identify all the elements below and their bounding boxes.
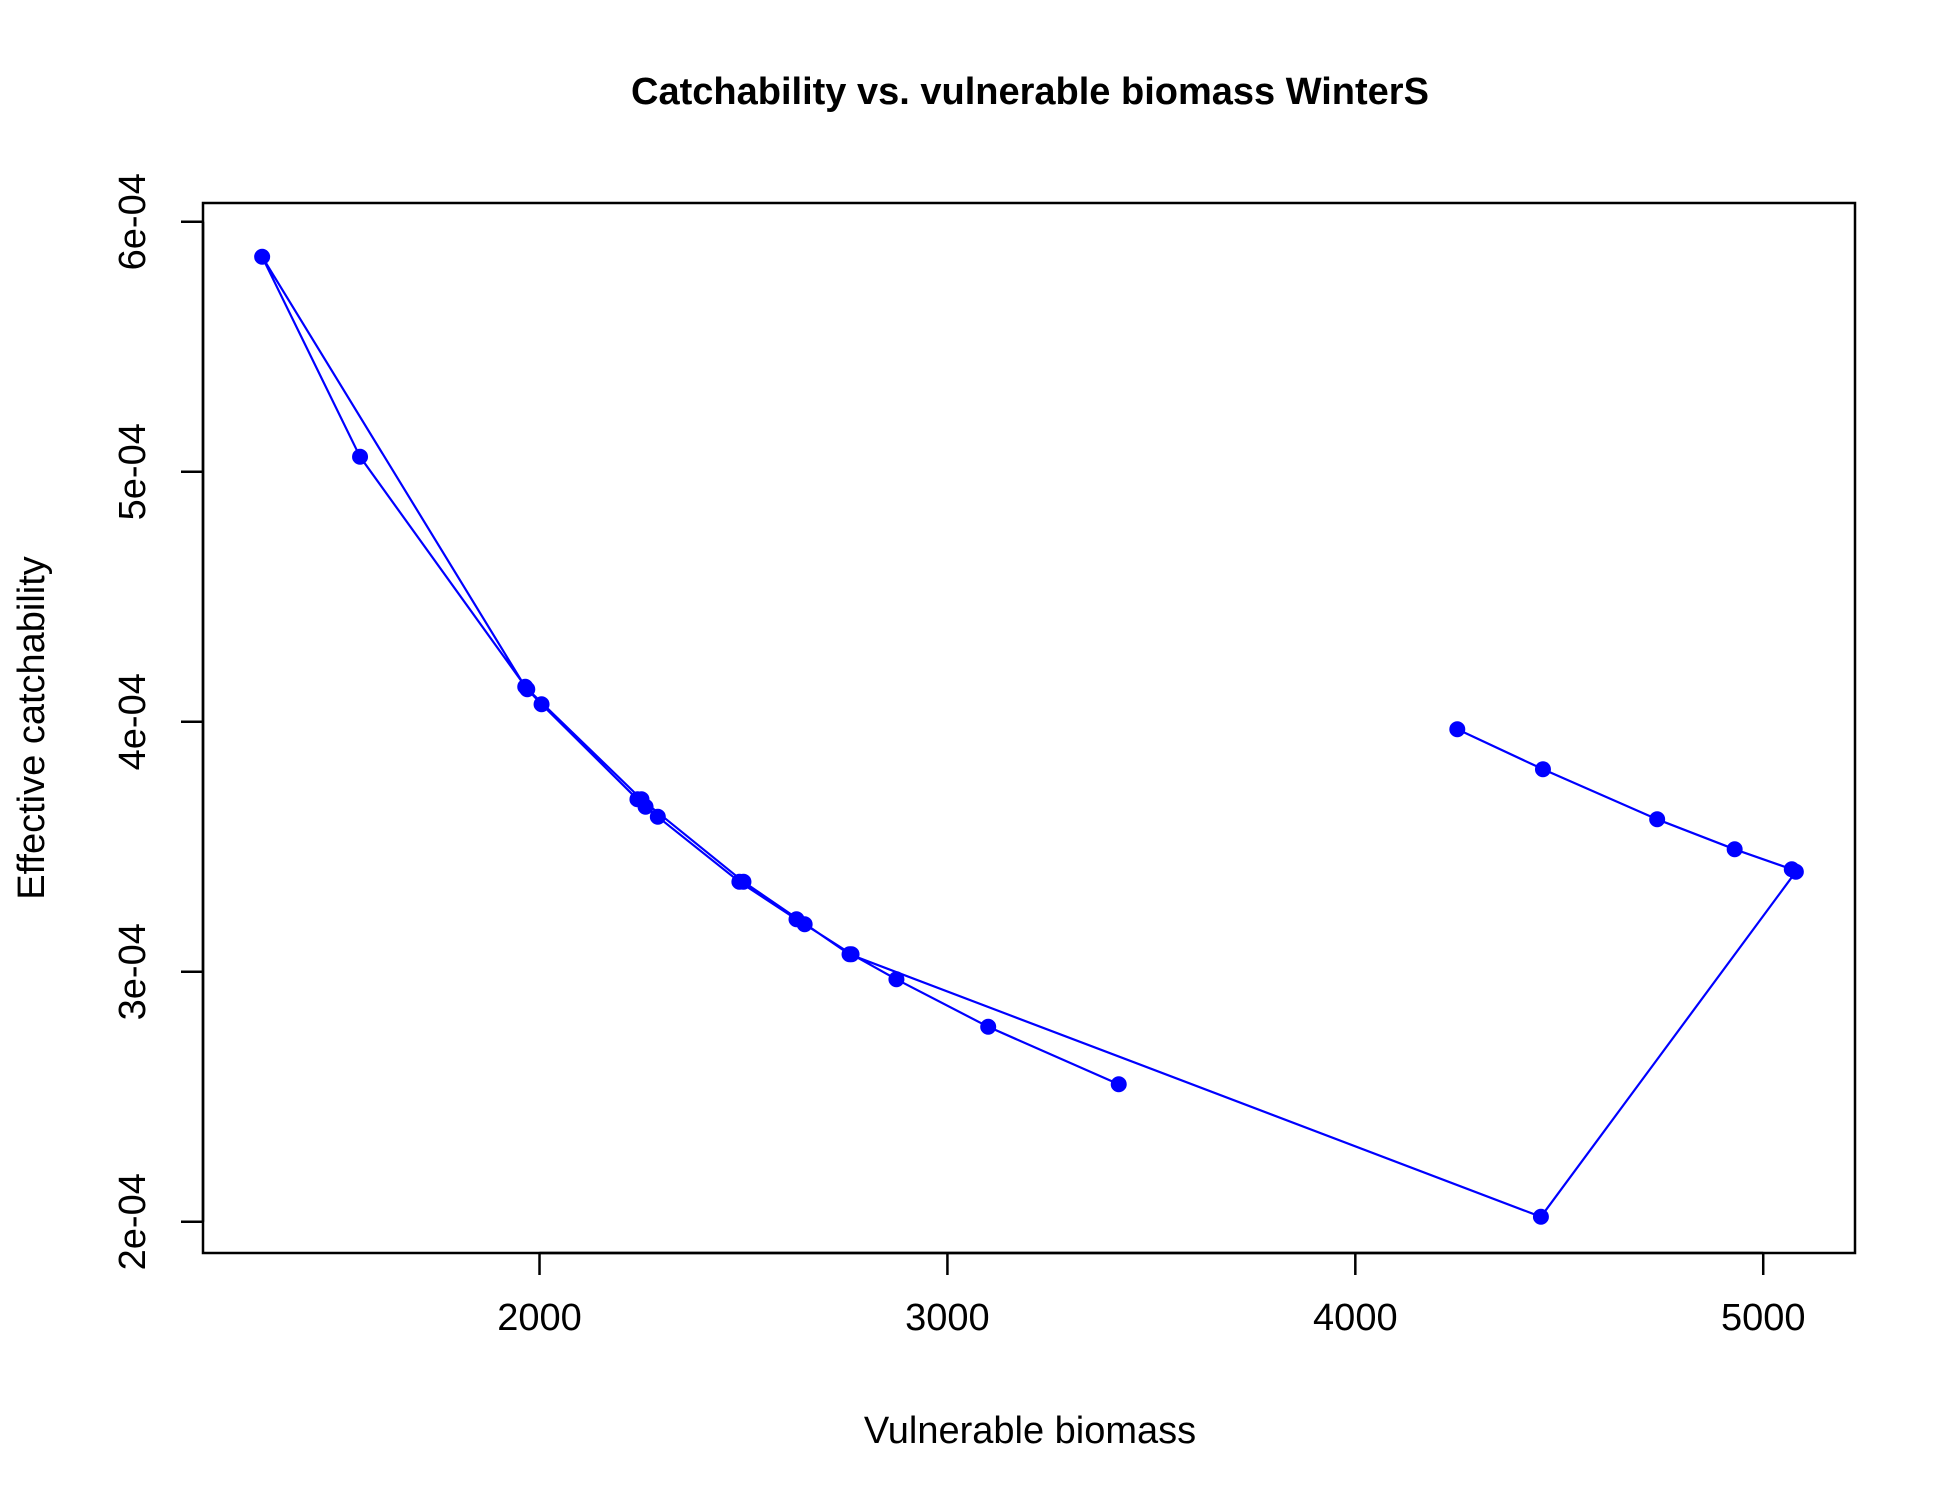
series-layer bbox=[254, 248, 1804, 1225]
data-point bbox=[843, 946, 860, 963]
data-point bbox=[519, 681, 536, 698]
data-point bbox=[533, 696, 550, 713]
chart-title: Catchability vs. vulnerable biomass Wint… bbox=[631, 71, 1429, 113]
y-tick-label: 6e-04 bbox=[112, 173, 154, 270]
data-point bbox=[888, 971, 905, 988]
data-point bbox=[1534, 761, 1551, 778]
data-point bbox=[796, 916, 813, 933]
y-tick-label: 2e-04 bbox=[112, 1173, 154, 1270]
data-point bbox=[1726, 841, 1743, 858]
data-point bbox=[649, 808, 666, 825]
data-point bbox=[1110, 1076, 1127, 1093]
x-axis-label: Vulnerable biomass bbox=[864, 1410, 1196, 1452]
data-point bbox=[1787, 863, 1804, 880]
y-tick-label: 4e-04 bbox=[112, 673, 154, 770]
data-point bbox=[1649, 811, 1666, 828]
data-point bbox=[1449, 721, 1466, 738]
data-point bbox=[352, 448, 369, 465]
plot-frame bbox=[201, 201, 1857, 1255]
x-tick-label: 5000 bbox=[1721, 1297, 1806, 1339]
y-tick-label: 5e-04 bbox=[112, 423, 154, 520]
x-axis: 2000 3000 4000 5000 bbox=[497, 1251, 1806, 1339]
data-point bbox=[731, 873, 748, 890]
series-line bbox=[261, 255, 1798, 1218]
y-tick-label: 3e-04 bbox=[112, 923, 154, 1020]
y-axis: 2e-04 3e-04 4e-04 5e-04 6e-04 bbox=[112, 173, 205, 1270]
data-point bbox=[1532, 1208, 1549, 1225]
y-axis-label: Effective catchability bbox=[11, 556, 53, 900]
x-tick-label: 3000 bbox=[905, 1297, 990, 1339]
x-tick-label: 4000 bbox=[1313, 1297, 1398, 1339]
data-point bbox=[637, 798, 654, 815]
data-point bbox=[254, 248, 271, 265]
data-point bbox=[980, 1018, 997, 1035]
x-tick-label: 2000 bbox=[497, 1297, 582, 1339]
